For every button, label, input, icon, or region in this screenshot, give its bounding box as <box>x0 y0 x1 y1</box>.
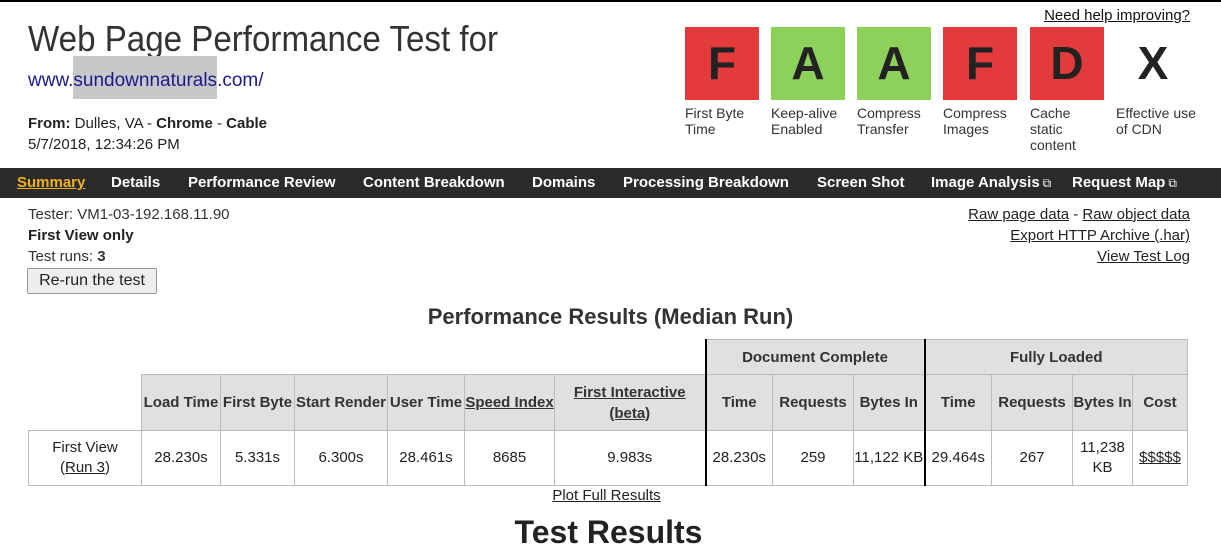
tab-performance-review[interactable]: Performance Review <box>188 174 336 191</box>
export-har-row: Export HTTP Archive (.har) <box>1010 227 1190 244</box>
browser: Chrome <box>156 115 213 132</box>
test-results-heading: Test Results <box>514 514 703 550</box>
grade-cdn[interactable]: X <box>1116 27 1190 100</box>
view-log-row: View Test Log <box>1097 248 1190 265</box>
performance-results-table: Document Complete Fully Loaded Load Time… <box>28 339 1188 486</box>
col-speed-index[interactable]: Speed Index <box>464 374 555 431</box>
run-link[interactable]: Run 3 <box>64 459 106 476</box>
connection: Cable <box>226 115 267 132</box>
performance-results-title: Performance Results (Median Run) <box>427 304 794 329</box>
cell-fl-requests: 267 <box>991 430 1073 486</box>
plot-full-results-link[interactable]: Plot Full Results <box>552 487 661 504</box>
row-label: First View (Run 3) <box>28 430 142 486</box>
help-improving-link[interactable]: Need help improving? <box>1044 7 1190 24</box>
test-datetime: 5/7/2018, 12:34:26 PM <box>28 136 180 153</box>
cell-fl-cost[interactable]: $$$$$ <box>1132 430 1188 486</box>
tested-url[interactable]: www.sundownnaturals.com/ <box>28 56 264 99</box>
results-nav-bar: Summary Details Performance Review Conte… <box>0 168 1221 198</box>
cell-fl-bytes: 11,238 KB <box>1072 430 1133 486</box>
cell-speed-index: 8685 <box>464 430 555 486</box>
external-link-icon: ⧉ <box>1042 176 1052 190</box>
col-first-interactive[interactable]: First Interactive (beta) <box>554 374 706 431</box>
grade-first-byte-time[interactable]: F <box>685 27 759 100</box>
tab-content-breakdown[interactable]: Content Breakdown <box>363 174 505 191</box>
tab-image-analysis-label: Image Analysis <box>931 174 1040 191</box>
page-title: Web Page Performance Test for <box>28 18 499 59</box>
view-mode: First View only <box>28 227 134 244</box>
tab-request-map-label: Request Map <box>1072 174 1166 191</box>
rerun-test-button[interactable]: Re-run the test <box>27 268 157 294</box>
location: Dulles, VA <box>74 115 143 132</box>
grade-cache-static[interactable]: D <box>1030 27 1104 100</box>
test-runs: Test runs: 3 <box>28 248 106 265</box>
external-link-icon: ⧉ <box>1168 176 1177 190</box>
col-fl-requests: Requests <box>991 374 1073 431</box>
cell-user-time: 28.461s <box>387 430 465 486</box>
col-dc-time: Time <box>704 374 773 431</box>
raw-page-data-link[interactable]: Raw page data <box>968 206 1070 223</box>
col-dc-bytes: Bytes In <box>853 374 925 431</box>
col-fl-bytes: Bytes In <box>1072 374 1133 431</box>
raw-data-links: Raw page data - Raw object data <box>968 206 1190 223</box>
cell-first-byte: 5.331s <box>220 430 295 486</box>
cell-start-render: 6.300s <box>294 430 388 486</box>
group-document-complete: Document Complete <box>704 339 925 375</box>
col-fl-time: Time <box>923 374 992 431</box>
cell-fl-time: 29.464s <box>923 430 992 486</box>
cell-load-time: 28.230s <box>141 430 221 486</box>
view-test-log-link[interactable]: View Test Log <box>1097 248 1190 265</box>
col-dc-requests: Requests <box>772 374 854 431</box>
grade-label-first-byte-time: First Byte Time <box>685 105 745 137</box>
test-runs-count: 3 <box>97 248 106 265</box>
cost-link[interactable]: $$$$$ <box>1139 449 1181 466</box>
grade-label-cache-static: Cache static content <box>1030 105 1076 153</box>
export-har-link[interactable]: Export HTTP Archive (.har) <box>1010 227 1190 244</box>
table-row: First View (Run 3) 28.230s 5.331s 6.300s … <box>28 430 1188 486</box>
cell-dc-bytes: 11,122 KB <box>853 430 925 486</box>
cell-first-interactive: 9.983s <box>554 430 706 486</box>
tab-summary[interactable]: Summary <box>17 174 86 191</box>
tester-info: Tester: VM1-03-192.168.11.90 <box>28 206 230 223</box>
test-location: From: Dulles, VA - Chrome - Cable <box>28 115 267 132</box>
cell-dc-time: 28.230s <box>704 430 773 486</box>
grade-label-compress-images: Compress Images <box>943 105 1007 137</box>
grade-label-compress-transfer: Compress Transfer <box>857 105 921 137</box>
tab-processing-breakdown[interactable]: Processing Breakdown <box>623 174 789 191</box>
grade-compress-transfer[interactable]: A <box>857 27 931 100</box>
url-prefix: www. <box>28 70 74 91</box>
raw-object-data-link[interactable]: Raw object data <box>1082 206 1190 223</box>
group-fully-loaded: Fully Loaded <box>923 339 1188 375</box>
col-load-time: Load Time <box>141 374 221 431</box>
grade-compress-images[interactable]: F <box>943 27 1017 100</box>
col-first-byte: First Byte <box>220 374 295 431</box>
col-fl-cost: Cost <box>1132 374 1188 431</box>
grade-label-cdn: Effective use of CDN <box>1116 105 1196 137</box>
url-masked-domain: sundownnaturals <box>73 56 218 99</box>
tab-screen-shot[interactable]: Screen Shot <box>817 174 905 191</box>
cell-dc-requests: 259 <box>772 430 854 486</box>
tab-request-map[interactable]: Request Map ⧉ <box>1072 168 1177 198</box>
col-user-time: User Time <box>387 374 465 431</box>
from-label: From: <box>28 115 71 132</box>
tab-domains[interactable]: Domains <box>532 174 596 191</box>
tab-details[interactable]: Details <box>111 174 161 191</box>
top-border <box>0 0 1221 2</box>
grade-keep-alive[interactable]: A <box>771 27 845 100</box>
grade-label-keep-alive: Keep-alive Enabled <box>771 105 838 137</box>
tester-value: VM1-03-192.168.11.90 <box>77 206 230 223</box>
url-suffix: .com/ <box>217 70 264 91</box>
col-start-render: Start Render <box>294 374 388 431</box>
tab-image-analysis[interactable]: Image Analysis ⧉ <box>931 168 1051 198</box>
